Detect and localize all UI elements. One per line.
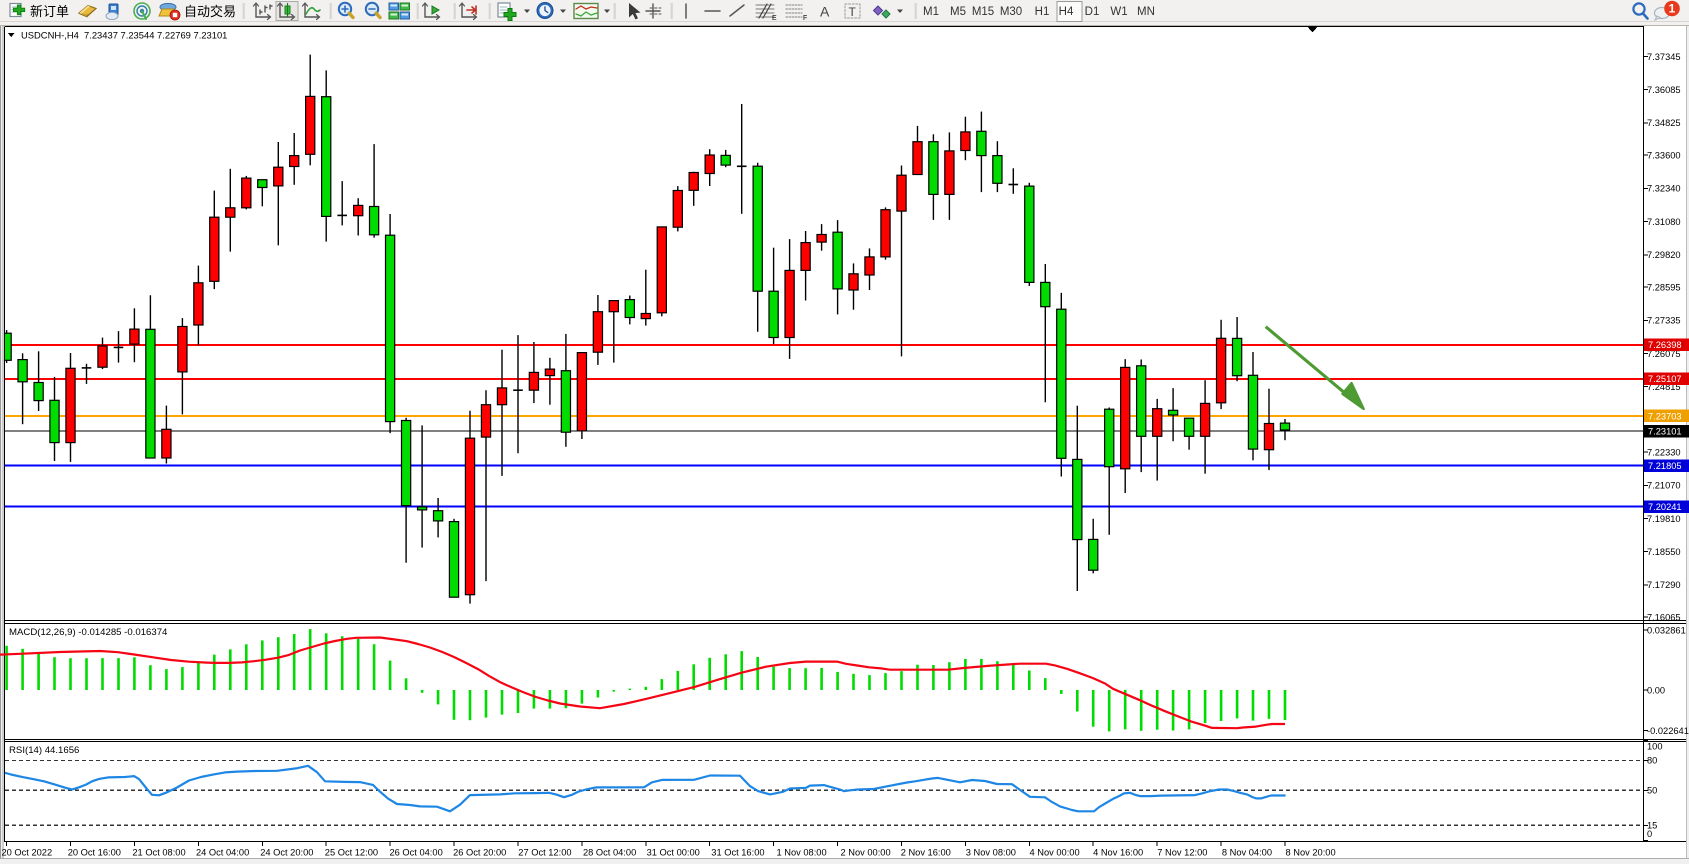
svg-text:7.37345: 7.37345 (1647, 52, 1681, 62)
svg-text:21 Oct 08:00: 21 Oct 08:00 (132, 848, 185, 858)
svg-text:26 Oct 04:00: 26 Oct 04:00 (390, 848, 443, 858)
svg-text:7.34825: 7.34825 (1647, 118, 1681, 128)
svg-text:7.33600: 7.33600 (1647, 151, 1681, 161)
svg-text:7.17290: 7.17290 (1647, 580, 1681, 590)
svg-text:7.29820: 7.29820 (1647, 250, 1681, 260)
svg-text:自动交易: 自动交易 (184, 4, 236, 19)
svg-text:MACD(12,26,9) -0.014285 -0.016: MACD(12,26,9) -0.014285 -0.016374 (9, 627, 168, 638)
svg-text:7.16065: 7.16065 (1647, 613, 1681, 623)
svg-text:7.31080: 7.31080 (1647, 217, 1681, 227)
svg-text:M30: M30 (1000, 6, 1022, 18)
svg-text:7.28595: 7.28595 (1647, 282, 1681, 292)
svg-text:H1: H1 (1035, 6, 1050, 18)
svg-text:M1: M1 (923, 6, 939, 18)
svg-text:0.032861: 0.032861 (1647, 625, 1686, 635)
svg-text:28 Oct 04:00: 28 Oct 04:00 (583, 848, 636, 858)
svg-text:1 Nov 08:00: 1 Nov 08:00 (777, 848, 827, 858)
svg-text:7.27335: 7.27335 (1647, 316, 1681, 326)
svg-text:24 Oct 04:00: 24 Oct 04:00 (196, 848, 249, 858)
svg-text:7.20241: 7.20241 (1648, 502, 1682, 512)
svg-text:20 Oct 16:00: 20 Oct 16:00 (68, 848, 121, 858)
svg-text:H4: H4 (1059, 6, 1074, 18)
svg-text:7.25107: 7.25107 (1648, 374, 1682, 384)
svg-text:7.24815: 7.24815 (1647, 382, 1681, 392)
svg-text:2 Nov 00:00: 2 Nov 00:00 (841, 848, 891, 858)
svg-text:USDCNH-,H4 7.23437 7.23544 7.: USDCNH-,H4 7.23437 7.23544 7.22769 7.231… (21, 30, 227, 41)
svg-text:7.23101: 7.23101 (1648, 427, 1682, 437)
svg-text:0: 0 (1647, 829, 1652, 839)
svg-text:-0.022641: -0.022641 (1647, 726, 1689, 736)
svg-text:4 Nov 00:00: 4 Nov 00:00 (1030, 848, 1080, 858)
svg-text:25 Oct 12:00: 25 Oct 12:00 (325, 848, 378, 858)
svg-text:3 Nov 08:00: 3 Nov 08:00 (966, 848, 1016, 858)
svg-text:7.21805: 7.21805 (1648, 461, 1682, 471)
svg-text:W1: W1 (1110, 6, 1127, 18)
svg-text:50: 50 (1647, 786, 1657, 796)
svg-text:8 Nov 04:00: 8 Nov 04:00 (1222, 848, 1272, 858)
svg-text:100: 100 (1647, 742, 1663, 752)
svg-text:1: 1 (1669, 2, 1676, 16)
svg-text:27 Oct 12:00: 27 Oct 12:00 (518, 848, 571, 858)
svg-text:E: E (772, 15, 777, 22)
svg-text:7.18550: 7.18550 (1647, 547, 1681, 557)
svg-text:A: A (820, 4, 830, 20)
svg-text:7.21070: 7.21070 (1647, 481, 1681, 491)
svg-text:7.22330: 7.22330 (1647, 447, 1681, 457)
svg-text:7 Nov 12:00: 7 Nov 12:00 (1157, 848, 1207, 858)
svg-text:新订单: 新订单 (30, 4, 69, 19)
svg-text:7.32340: 7.32340 (1647, 184, 1681, 194)
svg-text:26 Oct 20:00: 26 Oct 20:00 (453, 848, 506, 858)
svg-text:M5: M5 (950, 6, 966, 18)
svg-text:D1: D1 (1085, 6, 1100, 18)
svg-text:T: T (849, 5, 857, 19)
svg-text:7.36085: 7.36085 (1647, 85, 1681, 95)
svg-text:7.19810: 7.19810 (1647, 514, 1681, 524)
svg-text:8 Nov 20:00: 8 Nov 20:00 (1286, 848, 1336, 858)
svg-text:MN: MN (1137, 6, 1155, 18)
svg-text:7.26398: 7.26398 (1648, 340, 1682, 350)
svg-text:M15: M15 (972, 6, 994, 18)
svg-text:4 Nov 16:00: 4 Nov 16:00 (1093, 848, 1143, 858)
svg-text:80: 80 (1647, 756, 1657, 766)
svg-text:7.26075: 7.26075 (1647, 349, 1681, 359)
svg-text:24 Oct 20:00: 24 Oct 20:00 (260, 848, 313, 858)
svg-text:RSI(14) 44.1656: RSI(14) 44.1656 (9, 745, 79, 756)
svg-text:15: 15 (1647, 821, 1657, 831)
svg-text:31 Oct 00:00: 31 Oct 00:00 (647, 848, 700, 858)
svg-text:7.23703: 7.23703 (1648, 411, 1682, 421)
svg-text:31 Oct 16:00: 31 Oct 16:00 (711, 848, 764, 858)
svg-text:2 Nov 16:00: 2 Nov 16:00 (901, 848, 951, 858)
svg-text:F: F (803, 15, 807, 22)
svg-text:0.00: 0.00 (1647, 685, 1665, 695)
svg-text:20 Oct 2022: 20 Oct 2022 (2, 848, 53, 858)
